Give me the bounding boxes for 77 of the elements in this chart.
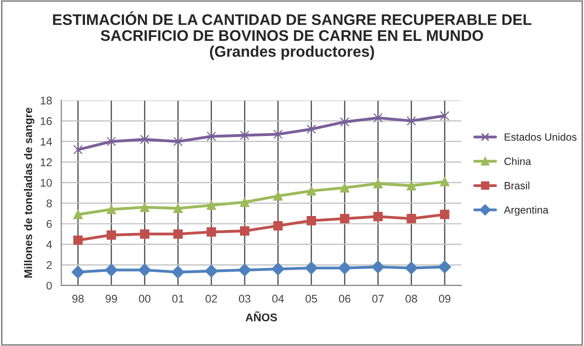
x-tick-label: 98 bbox=[72, 294, 84, 303]
y-tick-label: 6 bbox=[46, 220, 52, 228]
x-tick-label: 02 bbox=[206, 294, 217, 303]
point bbox=[140, 134, 150, 144]
point bbox=[104, 264, 118, 276]
y-tick-label: 8 bbox=[46, 199, 52, 208]
point bbox=[440, 111, 450, 120]
y-axis-title: Millones de toneladas de sangre bbox=[24, 108, 34, 278]
point bbox=[273, 191, 283, 201]
point bbox=[272, 262, 284, 276]
point bbox=[240, 130, 250, 140]
point bbox=[173, 229, 183, 239]
legend-label: Argentina bbox=[504, 206, 548, 216]
point bbox=[140, 202, 150, 212]
point bbox=[304, 262, 318, 274]
x-tick-label: 08 bbox=[406, 294, 418, 303]
point bbox=[372, 260, 384, 274]
point bbox=[140, 229, 150, 239]
y-tick-label: 14 bbox=[40, 138, 52, 146]
point bbox=[306, 124, 316, 134]
point bbox=[338, 262, 352, 274]
point bbox=[340, 214, 350, 224]
legend-label: China bbox=[504, 157, 532, 166]
legend-label: Estados Unidos bbox=[504, 133, 576, 141]
point bbox=[238, 264, 252, 276]
x-tick-label: 99 bbox=[106, 294, 117, 303]
point bbox=[206, 200, 216, 210]
point bbox=[73, 236, 83, 245]
point bbox=[438, 260, 452, 274]
point bbox=[406, 181, 416, 190]
point bbox=[173, 136, 183, 146]
y-tick-label: 2 bbox=[46, 261, 52, 269]
x-tick-label: 07 bbox=[372, 294, 384, 303]
point bbox=[106, 204, 116, 214]
point bbox=[138, 264, 152, 276]
x-tick-label: 05 bbox=[306, 294, 318, 303]
point bbox=[206, 132, 216, 142]
point bbox=[406, 116, 416, 126]
x-tick-label: 00 bbox=[138, 294, 150, 303]
point bbox=[106, 230, 116, 240]
point bbox=[340, 183, 350, 192]
x-tick-label: 03 bbox=[238, 294, 250, 303]
point bbox=[404, 262, 418, 274]
point bbox=[173, 204, 183, 214]
y-tick-label: 16 bbox=[40, 117, 52, 126]
y-tick-label: 18 bbox=[40, 96, 52, 104]
x-tick-label: 06 bbox=[338, 294, 350, 303]
point bbox=[306, 216, 316, 226]
x-tick-label: 09 bbox=[438, 294, 450, 303]
point bbox=[273, 221, 283, 230]
point bbox=[204, 264, 218, 278]
point bbox=[240, 197, 250, 207]
point bbox=[240, 226, 250, 236]
point bbox=[73, 145, 83, 154]
x-tick-label: 01 bbox=[172, 294, 184, 303]
point bbox=[72, 266, 84, 278]
point bbox=[440, 176, 450, 186]
y-tick-label: 10 bbox=[40, 178, 52, 187]
y-tick-label: 12 bbox=[40, 158, 52, 166]
point bbox=[340, 117, 350, 127]
point bbox=[440, 210, 450, 220]
chart-title: ESTIMACIÓN DE LA CANTIDAD DE SANGRE RECUPERABLE DEL SACRIFICIO DE BOVINOS DE CARNE EN EL MUNDO (Grandes productores) bbox=[53, 11, 532, 60]
x-tick-label: 04 bbox=[272, 294, 284, 303]
legend-label: Brasil bbox=[504, 182, 530, 190]
point bbox=[206, 227, 216, 237]
point bbox=[373, 178, 383, 188]
point bbox=[406, 214, 416, 224]
y-tick-label: 0 bbox=[46, 282, 52, 290]
point bbox=[73, 210, 83, 220]
point bbox=[373, 113, 383, 123]
y-tick-label: 4 bbox=[46, 240, 52, 248]
point bbox=[106, 136, 116, 146]
point bbox=[172, 266, 184, 278]
x-axis-title: AÑOS bbox=[246, 311, 277, 322]
point bbox=[306, 186, 316, 196]
point bbox=[373, 212, 383, 222]
point bbox=[273, 130, 283, 139]
